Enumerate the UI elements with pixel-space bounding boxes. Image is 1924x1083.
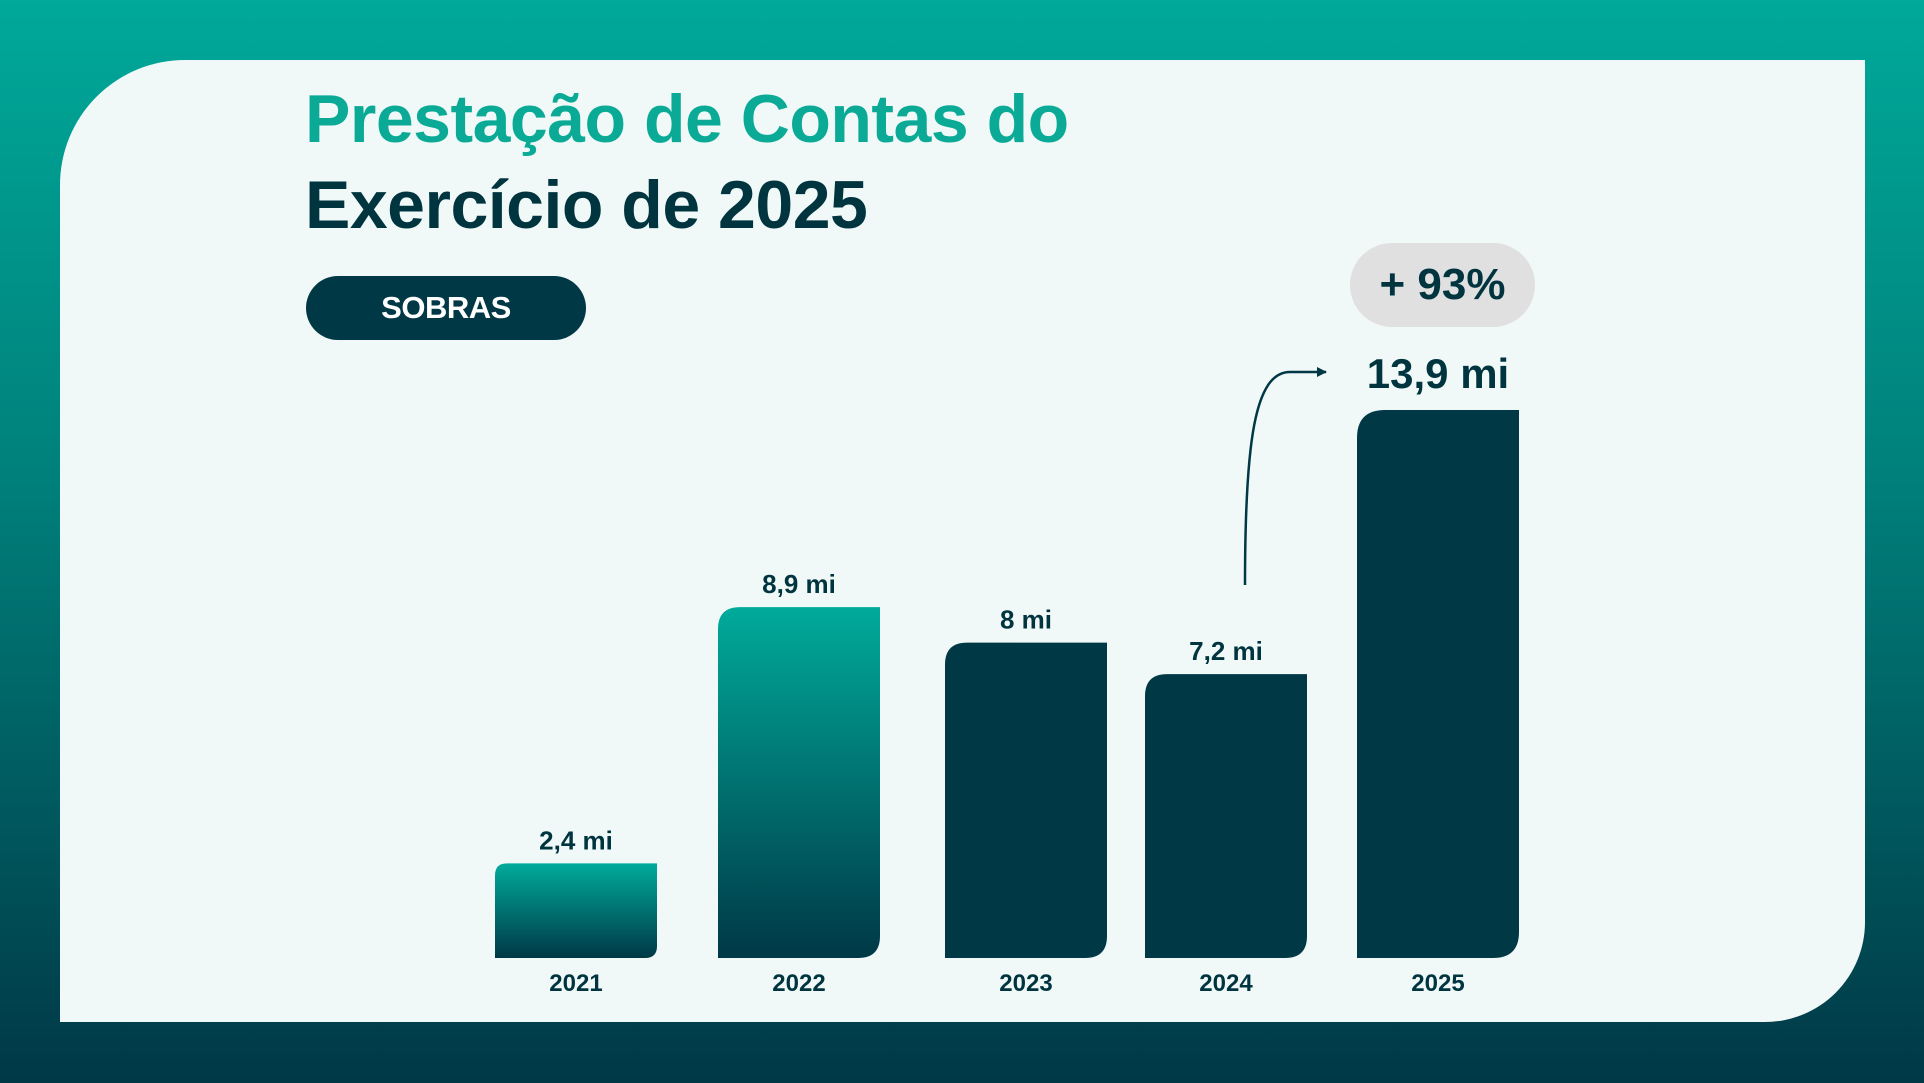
- tick-label-2022: 2022: [772, 970, 825, 997]
- value-label-2023: 8 mi: [1000, 605, 1052, 635]
- growth-badge-label: + 93%: [1379, 260, 1506, 309]
- title-line-1: Prestação de Contas do: [305, 81, 1069, 157]
- value-label-2025: 13,9 mi: [1367, 350, 1509, 397]
- value-label-2024: 7,2 mi: [1189, 636, 1263, 666]
- growth-badge: + 93%: [1350, 243, 1535, 327]
- bar-2023: [945, 642, 1107, 958]
- bar-2022: [718, 607, 880, 958]
- tick-label-2021: 2021: [549, 970, 602, 997]
- bars-layer: 2,4 mi 2021 8,9 mi 2022 8 mi 2023 7,2 mi 2024 13…: [495, 350, 1519, 997]
- sobras-tag-label: SOBRAS: [381, 290, 511, 325]
- bar-2024: [1145, 674, 1307, 958]
- value-label-2021: 2,4 mi: [539, 825, 613, 855]
- tick-label-2023: 2023: [999, 970, 1052, 997]
- tick-label-2024: 2024: [1199, 970, 1253, 997]
- growth-arrow: [1243, 367, 1327, 586]
- bar-2025: [1357, 410, 1519, 958]
- tick-label-2025: 2025: [1411, 970, 1464, 997]
- sobras-tag: SOBRAS: [306, 276, 586, 340]
- bar-2021: [495, 863, 657, 958]
- title-line-2: Exercício de 2025: [305, 167, 868, 243]
- value-label-2022: 8,9 mi: [762, 569, 836, 599]
